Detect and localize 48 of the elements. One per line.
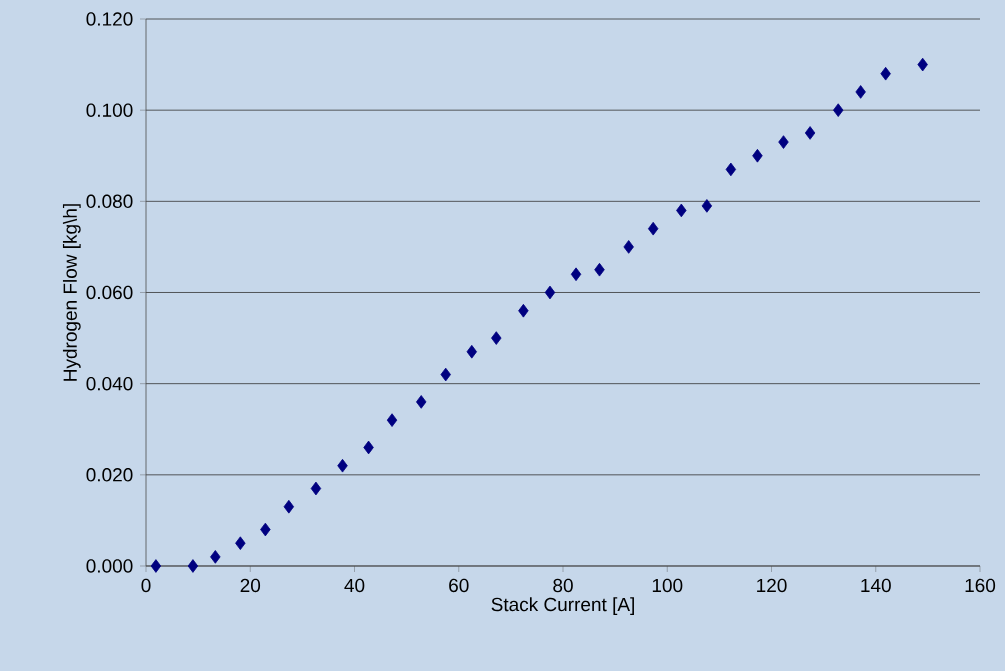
y-tick-label: 0.000 xyxy=(86,559,133,573)
point xyxy=(701,199,713,213)
x-tick-label: 160 xyxy=(965,578,996,593)
point xyxy=(880,66,891,81)
x-tick-label: 100 xyxy=(652,578,683,593)
x-tick-label: 120 xyxy=(757,578,787,593)
point xyxy=(647,221,659,236)
y-tick-label: 0.060 xyxy=(86,285,133,300)
point xyxy=(594,262,605,277)
y-tick-label: 0.100 xyxy=(86,103,133,117)
point xyxy=(917,57,928,72)
x-axis-title: Stack Current [A] xyxy=(491,597,634,615)
point xyxy=(804,126,816,140)
point xyxy=(833,103,844,117)
point xyxy=(491,331,502,345)
x-tick-label: 60 xyxy=(449,578,469,593)
point xyxy=(725,162,737,177)
point xyxy=(518,303,529,318)
y-tick-label: 0.040 xyxy=(86,376,133,391)
y-axis-title: Hydrogen Flow [kg\h] xyxy=(62,204,81,381)
point xyxy=(386,413,398,427)
point xyxy=(440,367,451,382)
point xyxy=(855,85,866,99)
point xyxy=(570,267,582,282)
y-tick-label: 0.120 xyxy=(86,12,133,26)
point xyxy=(623,240,634,254)
x-tick-label: 140 xyxy=(861,578,891,593)
point xyxy=(187,559,199,573)
point xyxy=(676,203,687,218)
point xyxy=(150,559,162,573)
point xyxy=(752,148,763,163)
y-tick-label: 0.020 xyxy=(86,468,133,482)
point xyxy=(283,499,295,514)
x-tick-label: 0 xyxy=(141,578,151,593)
point xyxy=(235,536,246,551)
x-tick-label: 40 xyxy=(344,578,365,593)
point xyxy=(210,550,221,564)
point xyxy=(778,135,789,149)
point xyxy=(544,285,556,300)
x-tick-label: 20 xyxy=(240,578,261,593)
point xyxy=(416,395,427,409)
point xyxy=(260,522,271,537)
x-tick-label: 80 xyxy=(553,578,573,593)
point xyxy=(310,481,322,496)
point xyxy=(363,440,374,455)
point xyxy=(337,458,348,473)
point xyxy=(466,344,477,359)
y-tick-label: 0.080 xyxy=(86,194,133,209)
